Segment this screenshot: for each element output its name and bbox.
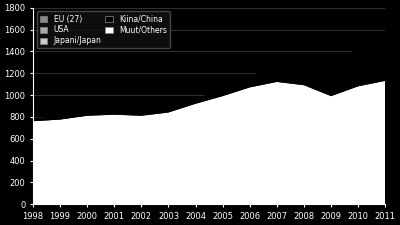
Legend: EU (27), USA, Japani/Japan, Kiina/China, Muut/Others: EU (27), USA, Japani/Japan, Kiina/China,… [37,11,170,48]
